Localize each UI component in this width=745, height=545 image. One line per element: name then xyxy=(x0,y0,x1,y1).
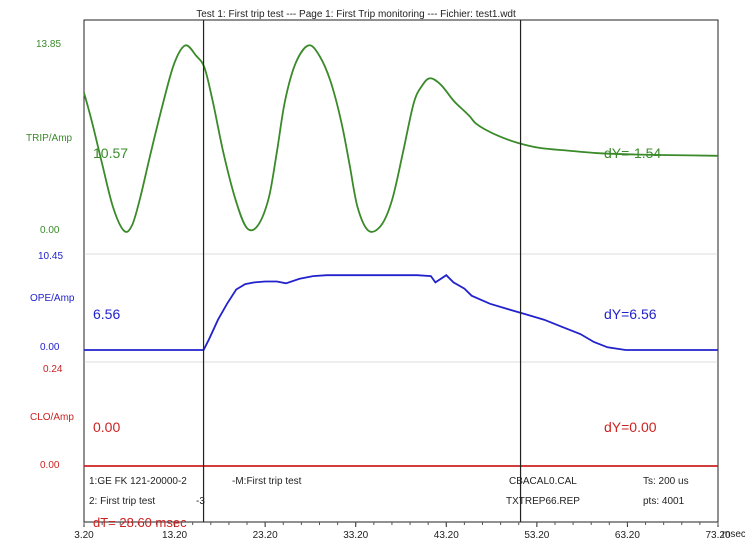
info-pts: pts: 4001 xyxy=(643,496,685,507)
info-cal-file: CBACAL0.CAL xyxy=(509,476,577,487)
dt-readout: dT= 28.60 msec xyxy=(93,515,187,530)
x-tick-label: 43.20 xyxy=(434,530,459,541)
ope-ymax-label: 10.45 xyxy=(38,251,63,262)
x-tick-label: 13.20 xyxy=(162,530,187,541)
ope-ymin-label: 0.00 xyxy=(40,342,60,353)
series-line-ope xyxy=(84,274,718,351)
clo-dy-value: dY=0.00 xyxy=(604,419,657,435)
chart-title: Test 1: First trip test --- Page 1: Firs… xyxy=(196,9,516,20)
info-device: 1:GE FK 121-20000-2 xyxy=(89,476,187,487)
x-unit-label: msec xyxy=(722,529,745,540)
series-line-trip xyxy=(83,44,719,233)
series-layer xyxy=(83,44,719,467)
x-tick-label: 33.20 xyxy=(343,530,368,541)
x-tick-label: 73.20 xyxy=(705,530,730,541)
clo-channel-label: CLO/Amp xyxy=(30,412,74,423)
info-test-index: -3 xyxy=(196,496,205,507)
plot-frame xyxy=(83,19,719,523)
info-ts: Ts: 200 us xyxy=(643,476,689,487)
x-tick-label: 3.20 xyxy=(74,530,94,541)
trip-cursor-value: 10.57 xyxy=(93,145,128,161)
trip-ymax-label: 13.85 xyxy=(36,39,61,50)
trip-channel-label: TRIP/Amp xyxy=(26,133,73,144)
trip-ymin-label: 0.00 xyxy=(40,225,60,236)
info-test-m: -M:First trip test xyxy=(232,476,302,487)
x-tick-label: 63.20 xyxy=(615,530,640,541)
ope-channel-label: OPE/Amp xyxy=(30,293,75,304)
x-tick-label: 53.20 xyxy=(524,530,549,541)
clo-ymax-label: 0.24 xyxy=(43,364,63,375)
ope-dy-value: dY=6.56 xyxy=(604,306,657,322)
info-test-name: 2: First trip test xyxy=(89,496,155,507)
cursor-layer xyxy=(202,20,522,522)
clo-cursor-value: 0.00 xyxy=(93,419,120,435)
x-ticks: 3.20 13.20 23.20 33.20 43.20 53.20 63.20 73.20 xyxy=(74,522,731,541)
clo-ymin-label: 0.00 xyxy=(40,460,60,471)
trip-dy-value: dY=-1.54 xyxy=(604,145,661,161)
ope-cursor-value: 6.56 xyxy=(93,306,120,322)
x-tick-label: 23.20 xyxy=(253,530,278,541)
info-rep-file: TXTREP66.REP xyxy=(506,496,580,507)
